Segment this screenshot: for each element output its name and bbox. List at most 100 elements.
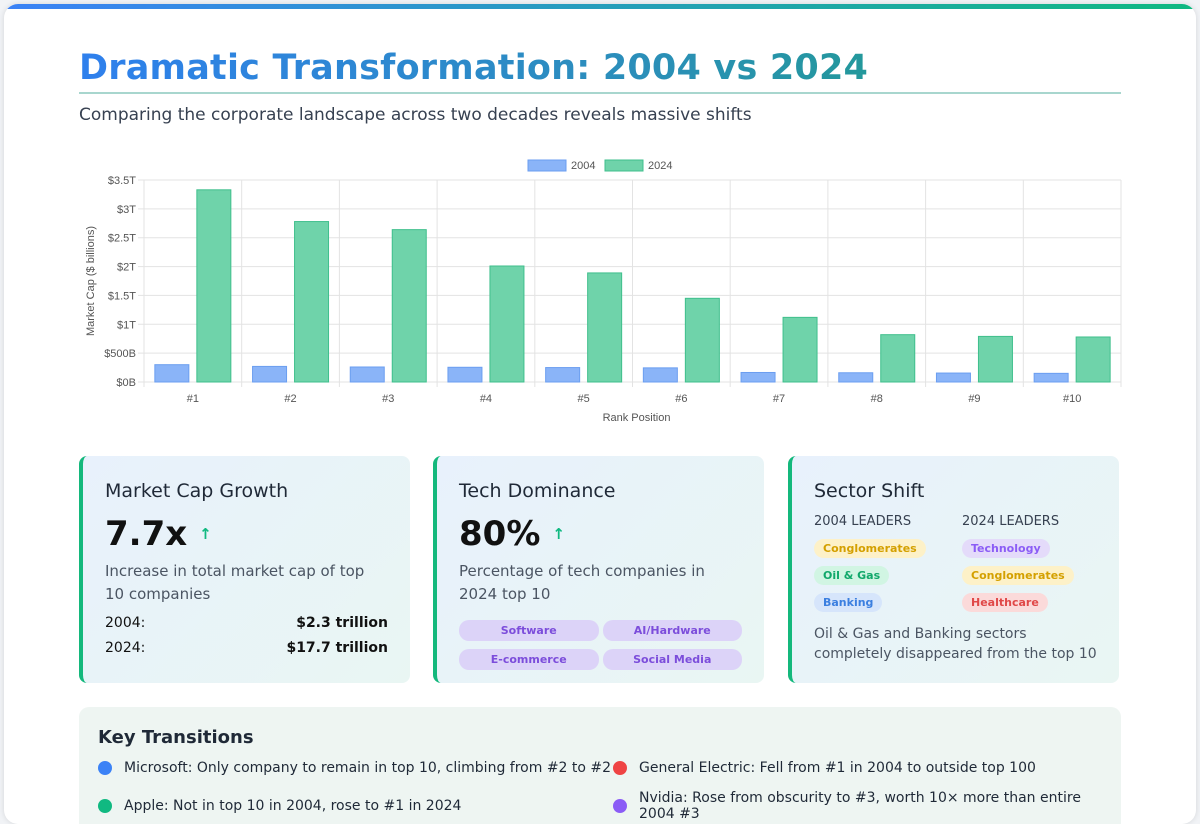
arrow-up-icon: ↑	[199, 525, 212, 543]
legend-label: 2024	[648, 160, 672, 172]
row-label: 2024:	[105, 640, 146, 656]
key-transitions-panel: Key Transitions Microsoft: Only company …	[79, 707, 1121, 824]
bar-2024	[782, 316, 818, 383]
y-tick-label: $2T	[117, 262, 136, 274]
leaders-columns: 2004 LEADERS Conglomerates Oil & Gas Ban…	[814, 514, 1097, 618]
purple-dot-icon	[613, 799, 627, 813]
top-gradient-bar	[4, 4, 1196, 9]
y-tick-label: $1.5T	[108, 290, 136, 302]
x-tick-label: #2	[284, 393, 296, 405]
x-tick-label: #4	[480, 393, 492, 405]
bar-2024	[391, 229, 427, 383]
chip-ai-hardware: AI/Hardware	[602, 620, 742, 641]
bar-2024	[489, 265, 525, 383]
bar-2004	[642, 367, 678, 383]
x-tick-label: #7	[773, 393, 785, 405]
tag-conglomerates: Conglomerates	[962, 566, 1074, 585]
leaders-header: 2024 LEADERS	[962, 514, 1060, 529]
bar-2024	[1075, 336, 1111, 383]
tag-banking: Banking	[814, 593, 883, 612]
key-transitions-list: Microsoft: Only company to remain in top…	[98, 760, 1102, 822]
row-value: $17.7 trillion	[286, 640, 388, 656]
arrow-up-icon: ↑	[552, 525, 565, 543]
y-tick-label: $1T	[117, 319, 136, 331]
transition-text: Apple: Not in top 10 in 2004, rose to #1…	[124, 798, 462, 814]
sector-note: Oil & Gas and Banking sectors completely…	[814, 626, 1097, 662]
blue-dot-icon	[98, 761, 112, 775]
tag-healthcare: Healthcare	[962, 593, 1048, 612]
y-tick-label: $2.5T	[108, 233, 136, 245]
bar-2004	[252, 365, 288, 383]
card-title: Market Cap Growth	[105, 480, 289, 502]
row-label: 2004:	[105, 615, 146, 631]
chip-ecommerce: E-commerce	[459, 649, 599, 670]
tag-technology: Technology	[962, 539, 1050, 558]
growth-description: Increase in total market cap of top 10 c…	[105, 562, 365, 603]
growth-row-2004: 2004: $2.3 trillion	[105, 615, 388, 631]
growth-value: 7.7x ↑	[105, 514, 388, 554]
x-tick-label: #6	[675, 393, 687, 405]
bar-2024	[294, 221, 330, 383]
tech-chips: Software AI/Hardware E-commerce Social M…	[459, 620, 742, 670]
growth-value-text: 7.7x	[105, 514, 188, 554]
sector-shift-card: Sector Shift 2004 LEADERS Conglomerates …	[788, 456, 1119, 683]
bar-2004	[935, 372, 971, 383]
x-tick-label: #3	[382, 393, 394, 405]
market-cap-bar-chart: $0B $500B $1T $1.5T $2T $2.5T $3T $3.5T #1 #2 #3 #4…	[85, 159, 1122, 424]
growth-row-2024: 2024: $17.7 trillion	[105, 640, 388, 656]
y-tick-label: $3.5T	[108, 175, 136, 187]
tech-description: Percentage of tech companies in 2024 top…	[459, 562, 705, 603]
legend-swatch	[527, 159, 567, 172]
card-title: Tech Dominance	[459, 480, 616, 502]
y-axis-label: Market Cap ($ billions)	[85, 226, 97, 336]
page-title: Dramatic Transformation: 2004 vs 2024	[79, 48, 1121, 94]
tech-dominance-card: Tech Dominance 80% ↑ Percentage of tech …	[433, 456, 764, 683]
x-axis-label: Rank Position	[603, 412, 671, 424]
x-tick-label: #1	[187, 393, 199, 405]
bar-2024	[977, 335, 1013, 383]
x-tick-label: #10	[1063, 393, 1081, 405]
bar-2004	[1033, 372, 1069, 383]
card-title: Sector Shift	[814, 480, 925, 502]
x-tick-label: #9	[968, 393, 980, 405]
x-tick-label: #5	[578, 393, 590, 405]
tech-value: 80% ↑	[459, 514, 742, 554]
leaders-header: 2004 LEADERS	[814, 514, 912, 529]
bar-2004	[740, 371, 776, 383]
bar-2004	[545, 367, 581, 383]
chip-social-media: Social Media	[602, 649, 742, 670]
transition-text: General Electric: Fell from #1 in 2004 t…	[639, 760, 1036, 776]
bar-2004	[838, 372, 874, 383]
leaders-2004: 2004 LEADERS Conglomerates Oil & Gas Ban…	[814, 514, 934, 618]
bar-2004	[154, 364, 190, 383]
tech-value-text: 80%	[459, 514, 541, 554]
chip-software: Software	[459, 620, 599, 641]
x-tick-label: #8	[871, 393, 883, 405]
bar-2024	[196, 189, 232, 383]
y-tick-label: $500B	[104, 348, 136, 360]
tag-conglomerates: Conglomerates	[814, 539, 926, 558]
page: Dramatic Transformation: 2004 vs 2024 Co…	[4, 4, 1196, 824]
list-item: Apple: Not in top 10 in 2004, rose to #1…	[98, 790, 613, 822]
leaders-2024: 2024 LEADERS Technology Conglomerates He…	[962, 514, 1082, 618]
page-subtitle: Comparing the corporate landscape across…	[79, 105, 752, 125]
green-dot-icon	[98, 799, 112, 813]
legend-label: 2004	[571, 160, 595, 172]
market-cap-growth-card: Market Cap Growth 7.7x ↑ Increase in tot…	[79, 456, 410, 683]
key-transitions-title: Key Transitions	[98, 727, 254, 748]
transition-text: Nvidia: Rose from obscurity to #3, worth…	[639, 790, 1081, 822]
bar-2024	[684, 297, 720, 383]
red-dot-icon	[613, 761, 627, 775]
list-item: Microsoft: Only company to remain in top…	[98, 760, 613, 776]
bar-2024	[880, 334, 916, 383]
bar-2004	[447, 366, 483, 383]
y-tick-label: $3T	[117, 204, 136, 216]
row-value: $2.3 trillion	[296, 615, 388, 631]
tag-oil-gas: Oil & Gas	[814, 566, 890, 585]
legend-swatch	[604, 159, 644, 172]
transition-text: Microsoft: Only company to remain in top…	[124, 760, 612, 776]
bar-2024	[587, 272, 623, 383]
y-tick-label: $0B	[116, 377, 136, 389]
bar-2004	[349, 366, 385, 383]
list-item: General Electric: Fell from #1 in 2004 t…	[613, 760, 1113, 776]
